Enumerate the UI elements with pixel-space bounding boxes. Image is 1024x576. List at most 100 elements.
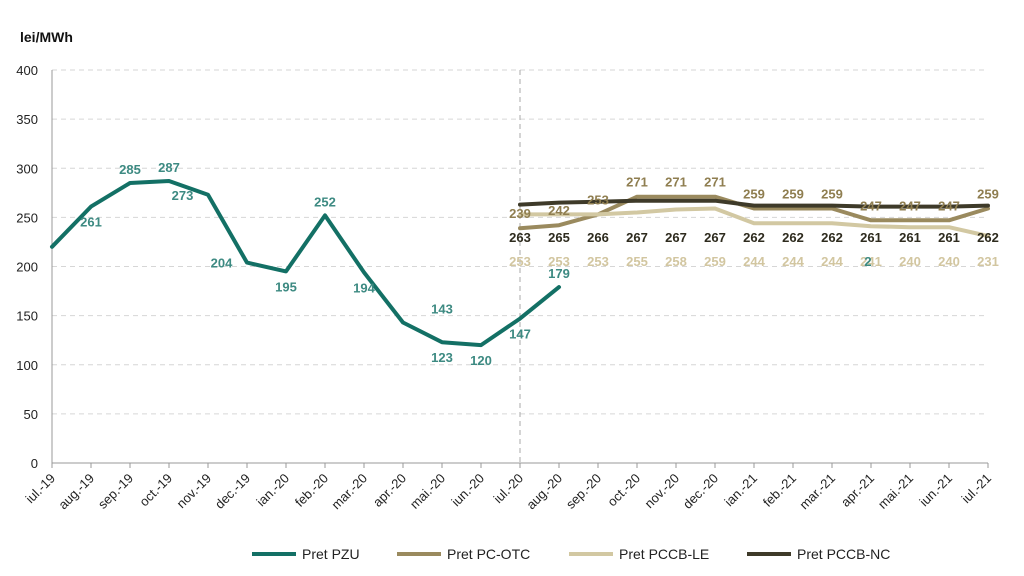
legend-label: Pret PZU — [302, 546, 360, 562]
x-tick-label: sep.-19 — [95, 471, 136, 512]
x-tick-label: oct.-20 — [604, 471, 643, 510]
data-label: 247 — [899, 198, 921, 213]
data-label: 262 — [782, 230, 804, 245]
y-tick-label: 300 — [16, 161, 38, 176]
data-label: 271 — [665, 175, 687, 190]
data-label: 271 — [626, 175, 648, 190]
data-label: 266 — [587, 230, 609, 245]
data-label: 120 — [470, 353, 492, 368]
data-label: 253 — [548, 254, 570, 269]
data-label: 239 — [509, 206, 531, 221]
x-tick-label: aug.-20 — [523, 471, 565, 513]
legend-label: Pret PCCB-LE — [619, 546, 709, 562]
data-label: 258 — [665, 254, 687, 269]
x-tick-label: dec.-19 — [212, 471, 253, 512]
x-tick-label: feb.-21 — [760, 471, 799, 510]
y-tick-label: 200 — [16, 260, 38, 275]
data-label: 261 — [860, 230, 882, 245]
data-label: 253 — [587, 254, 609, 269]
x-tick-label: nov.-20 — [642, 471, 683, 512]
x-tick-label: mar.-20 — [328, 471, 370, 513]
x-tick-label: iun.-21 — [916, 471, 955, 510]
legend-label: Pret PC-OTC — [447, 546, 530, 562]
series-lines — [50, 179, 990, 348]
series-line — [518, 198, 990, 209]
y-tick-labels: 0 50 100 150 200 250 300 350 400 — [16, 63, 38, 471]
data-label: 265 — [548, 230, 570, 245]
data-label: 261 — [899, 230, 921, 245]
data-label: 267 — [626, 230, 648, 245]
x-tick-label: iul.-20 — [490, 471, 526, 507]
data-label: 255 — [626, 254, 648, 269]
x-tick-label: iul.-19 — [22, 471, 58, 507]
data-label: 2 — [864, 254, 871, 269]
data-label: 231 — [977, 254, 999, 269]
data-label: 241 — [860, 254, 882, 269]
data-label: 253 — [587, 192, 609, 207]
data-label: 262 — [743, 230, 765, 245]
data-label: 242 — [548, 203, 570, 218]
data-label: 244 — [782, 254, 804, 269]
x-tick-label: iul.-21 — [958, 471, 994, 507]
data-label: 179 — [548, 266, 570, 281]
data-label: 267 — [665, 230, 687, 245]
x-tick-label: sep.-20 — [563, 471, 604, 512]
x-tick-label: nov.-19 — [174, 471, 215, 512]
data-label: 261 — [938, 230, 960, 245]
y-tick-label: 250 — [16, 210, 38, 225]
data-label: 262 — [977, 230, 999, 245]
x-tick-label: mai.-21 — [875, 471, 916, 512]
data-label: 244 — [743, 254, 765, 269]
x-tick-label: mai.-20 — [407, 471, 448, 512]
series-line — [50, 179, 561, 348]
x-tick-label: feb.-20 — [292, 471, 331, 510]
data-label: 287 — [158, 160, 180, 175]
data-label: 259 — [821, 187, 843, 202]
legend: Pret PZU Pret PC-OTC Pret PCCB-LE Pret PCCB… — [252, 546, 890, 562]
data-label: 247 — [938, 198, 960, 213]
legend-label: Pret PCCB-NC — [797, 546, 890, 562]
x-tick-label: iun.-20 — [448, 471, 487, 510]
data-label: 285 — [119, 162, 141, 177]
y-tick-label: 150 — [16, 309, 38, 324]
data-label: 261 — [80, 215, 102, 230]
x-tick-label: apr.-20 — [370, 471, 409, 510]
data-label: 259 — [782, 187, 804, 202]
data-label: 271 — [704, 175, 726, 190]
data-label: 195 — [275, 279, 297, 294]
data-label: 262 — [821, 230, 843, 245]
data-label: 147 — [509, 327, 531, 342]
data-label: 143 — [431, 302, 453, 317]
data-label: 194 — [353, 280, 375, 295]
y-tick-label: 100 — [16, 358, 38, 373]
y-tick-label: 400 — [16, 63, 38, 78]
x-tick-label: apr.-21 — [838, 471, 877, 510]
x-tick-label: aug.-19 — [55, 471, 97, 513]
y-axis-label: lei/MWh — [20, 29, 73, 45]
x-tick-label: ian.-21 — [721, 471, 760, 510]
data-label: 240 — [899, 254, 921, 269]
y-tick-label: 50 — [24, 407, 38, 422]
data-label: 263 — [509, 230, 531, 245]
data-label: 240 — [938, 254, 960, 269]
axes — [51, 70, 989, 468]
x-tick-label: ian.-20 — [253, 471, 292, 510]
series-line — [518, 206, 990, 238]
data-label: 253 — [509, 254, 531, 269]
x-tick-label: dec.-20 — [680, 471, 721, 512]
x-tick-label: mar.-21 — [796, 471, 838, 513]
y-tick-label: 0 — [31, 456, 38, 471]
data-label: 259 — [704, 254, 726, 269]
data-label: 247 — [860, 198, 882, 213]
data-label: 273 — [172, 188, 194, 203]
data-label: 267 — [704, 230, 726, 245]
data-label: 123 — [431, 350, 453, 365]
data-label: 252 — [314, 194, 336, 209]
data-label: 244 — [821, 254, 843, 269]
data-label: 259 — [743, 187, 765, 202]
data-label: 259 — [977, 187, 999, 202]
data-label: 204 — [211, 256, 233, 271]
